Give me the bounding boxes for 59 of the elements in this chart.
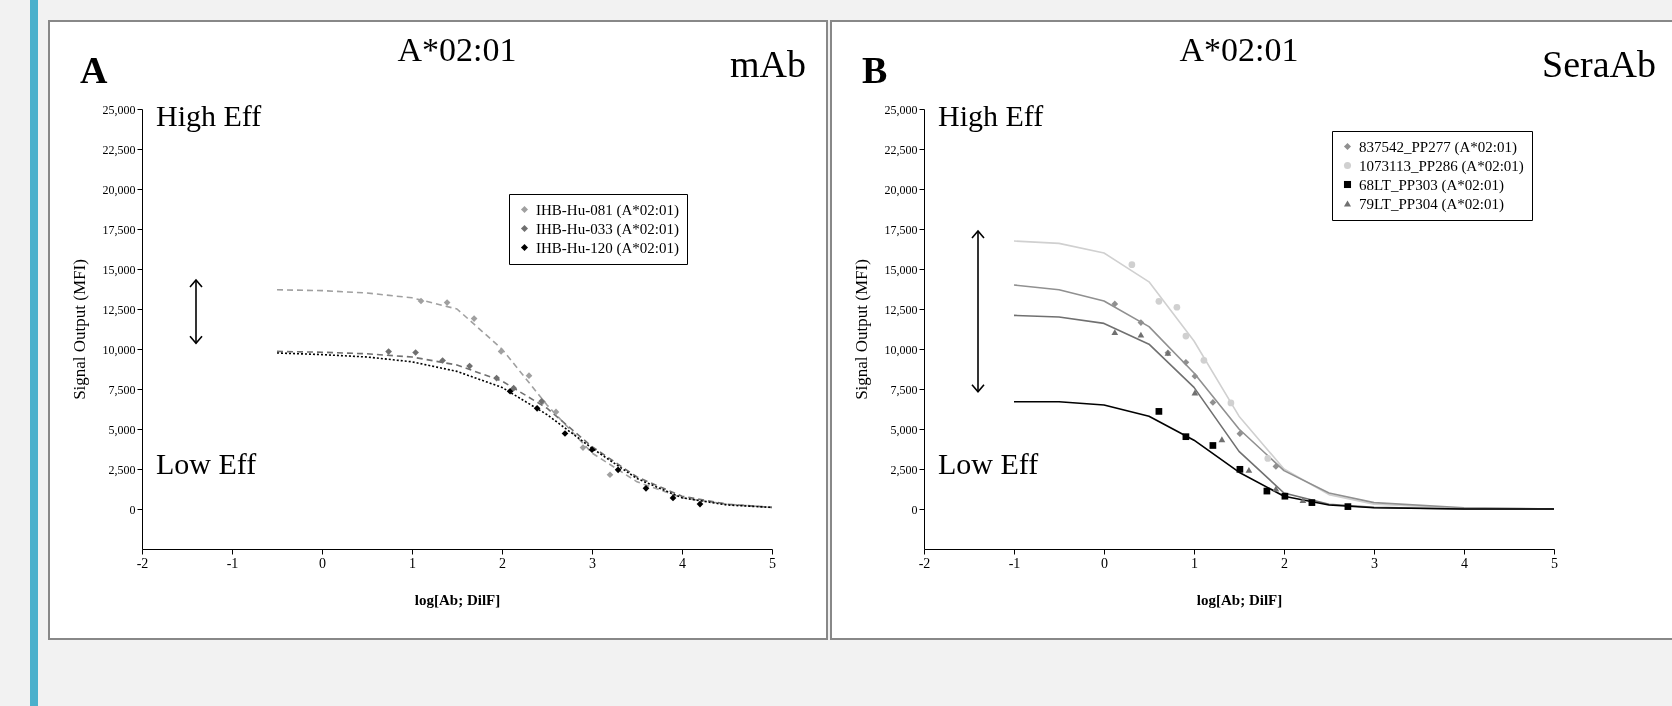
chart-title: A*02:01	[397, 31, 517, 68]
y-tick-label: 12,500	[884, 302, 918, 317]
y-axis-title: Signal Output (MFI)	[851, 259, 871, 400]
y-tick-label: 5,000	[890, 422, 918, 437]
x-tick-label: 1	[1191, 555, 1198, 571]
y-tick-label: 7,500	[890, 382, 918, 397]
annotation: Low Eff	[156, 447, 257, 480]
y-tick-label: 2,500	[108, 462, 136, 477]
y-tick-label: 12,500	[102, 302, 136, 317]
x-tick-label: 4	[679, 555, 686, 571]
y-tick-label: 22,500	[884, 142, 918, 157]
x-axis-title: log[Ab; DilF]	[1196, 591, 1283, 608]
annotation: High Eff	[938, 99, 1044, 132]
y-tick-label: 5,000	[108, 422, 136, 437]
y-tick-label: 20,000	[102, 182, 136, 197]
x-tick-label: 3	[589, 555, 596, 571]
legend-label: 837542_PP277 (A*02:01)	[1359, 138, 1517, 156]
x-tick-label: 2	[499, 555, 506, 571]
x-tick-label: -1	[226, 555, 239, 571]
legend-label: 1073113_PP286 (A*02:01)	[1359, 157, 1524, 175]
y-tick-label: 17,500	[102, 222, 136, 237]
x-tick-label: 1	[409, 555, 416, 571]
chart-title: A*02:01	[1179, 31, 1299, 68]
x-tick-label: 4	[1461, 555, 1468, 571]
legend-label: IHB-Hu-120 (A*02:01)	[536, 239, 679, 257]
y-axis-title: Signal Output (MFI)	[69, 259, 89, 400]
y-tick-label: 7,500	[108, 382, 136, 397]
x-tick-label: 0	[1101, 555, 1108, 571]
y-tick-label: 25,000	[102, 102, 136, 117]
y-tick-label: 10,000	[884, 342, 918, 357]
y-tick-label: 20,000	[884, 182, 918, 197]
x-tick-label: 2	[1281, 555, 1288, 571]
text: SeraAb	[1542, 42, 1656, 86]
legend-label: 68LT_PP303 (A*02:01)	[1359, 176, 1504, 194]
y-tick-label: 22,500	[102, 142, 136, 157]
x-tick-label: 5	[769, 555, 776, 571]
x-axis-title: log[Ab; DilF]	[414, 591, 501, 608]
y-tick-label: 15,000	[884, 262, 918, 277]
x-tick-label: -2	[918, 555, 931, 571]
x-tick-label: -2	[136, 555, 149, 571]
annotation: Low Eff	[938, 447, 1039, 480]
text: A	[80, 48, 108, 92]
text: mAb	[730, 42, 806, 86]
legend-label: IHB-Hu-033 (A*02:01)	[536, 220, 679, 238]
y-tick-label: 2,500	[890, 462, 918, 477]
legend-label: 79LT_PP304 (A*02:01)	[1359, 195, 1504, 213]
y-tick-label: 17,500	[884, 222, 918, 237]
y-tick-label: 15,000	[102, 262, 136, 277]
y-tick-label: 0	[129, 502, 136, 517]
x-tick-label: 3	[1371, 555, 1378, 571]
annotation: High Eff	[156, 99, 262, 132]
text: B	[862, 48, 888, 92]
x-tick-label: -1	[1008, 555, 1021, 571]
y-tick-label: 10,000	[102, 342, 136, 357]
legend-label: IHB-Hu-081 (A*02:01)	[536, 201, 679, 219]
x-tick-label: 0	[319, 555, 326, 571]
x-tick-label: 5	[1551, 555, 1558, 571]
y-tick-label: 25,000	[884, 102, 918, 117]
y-tick-label: 0	[911, 502, 918, 517]
